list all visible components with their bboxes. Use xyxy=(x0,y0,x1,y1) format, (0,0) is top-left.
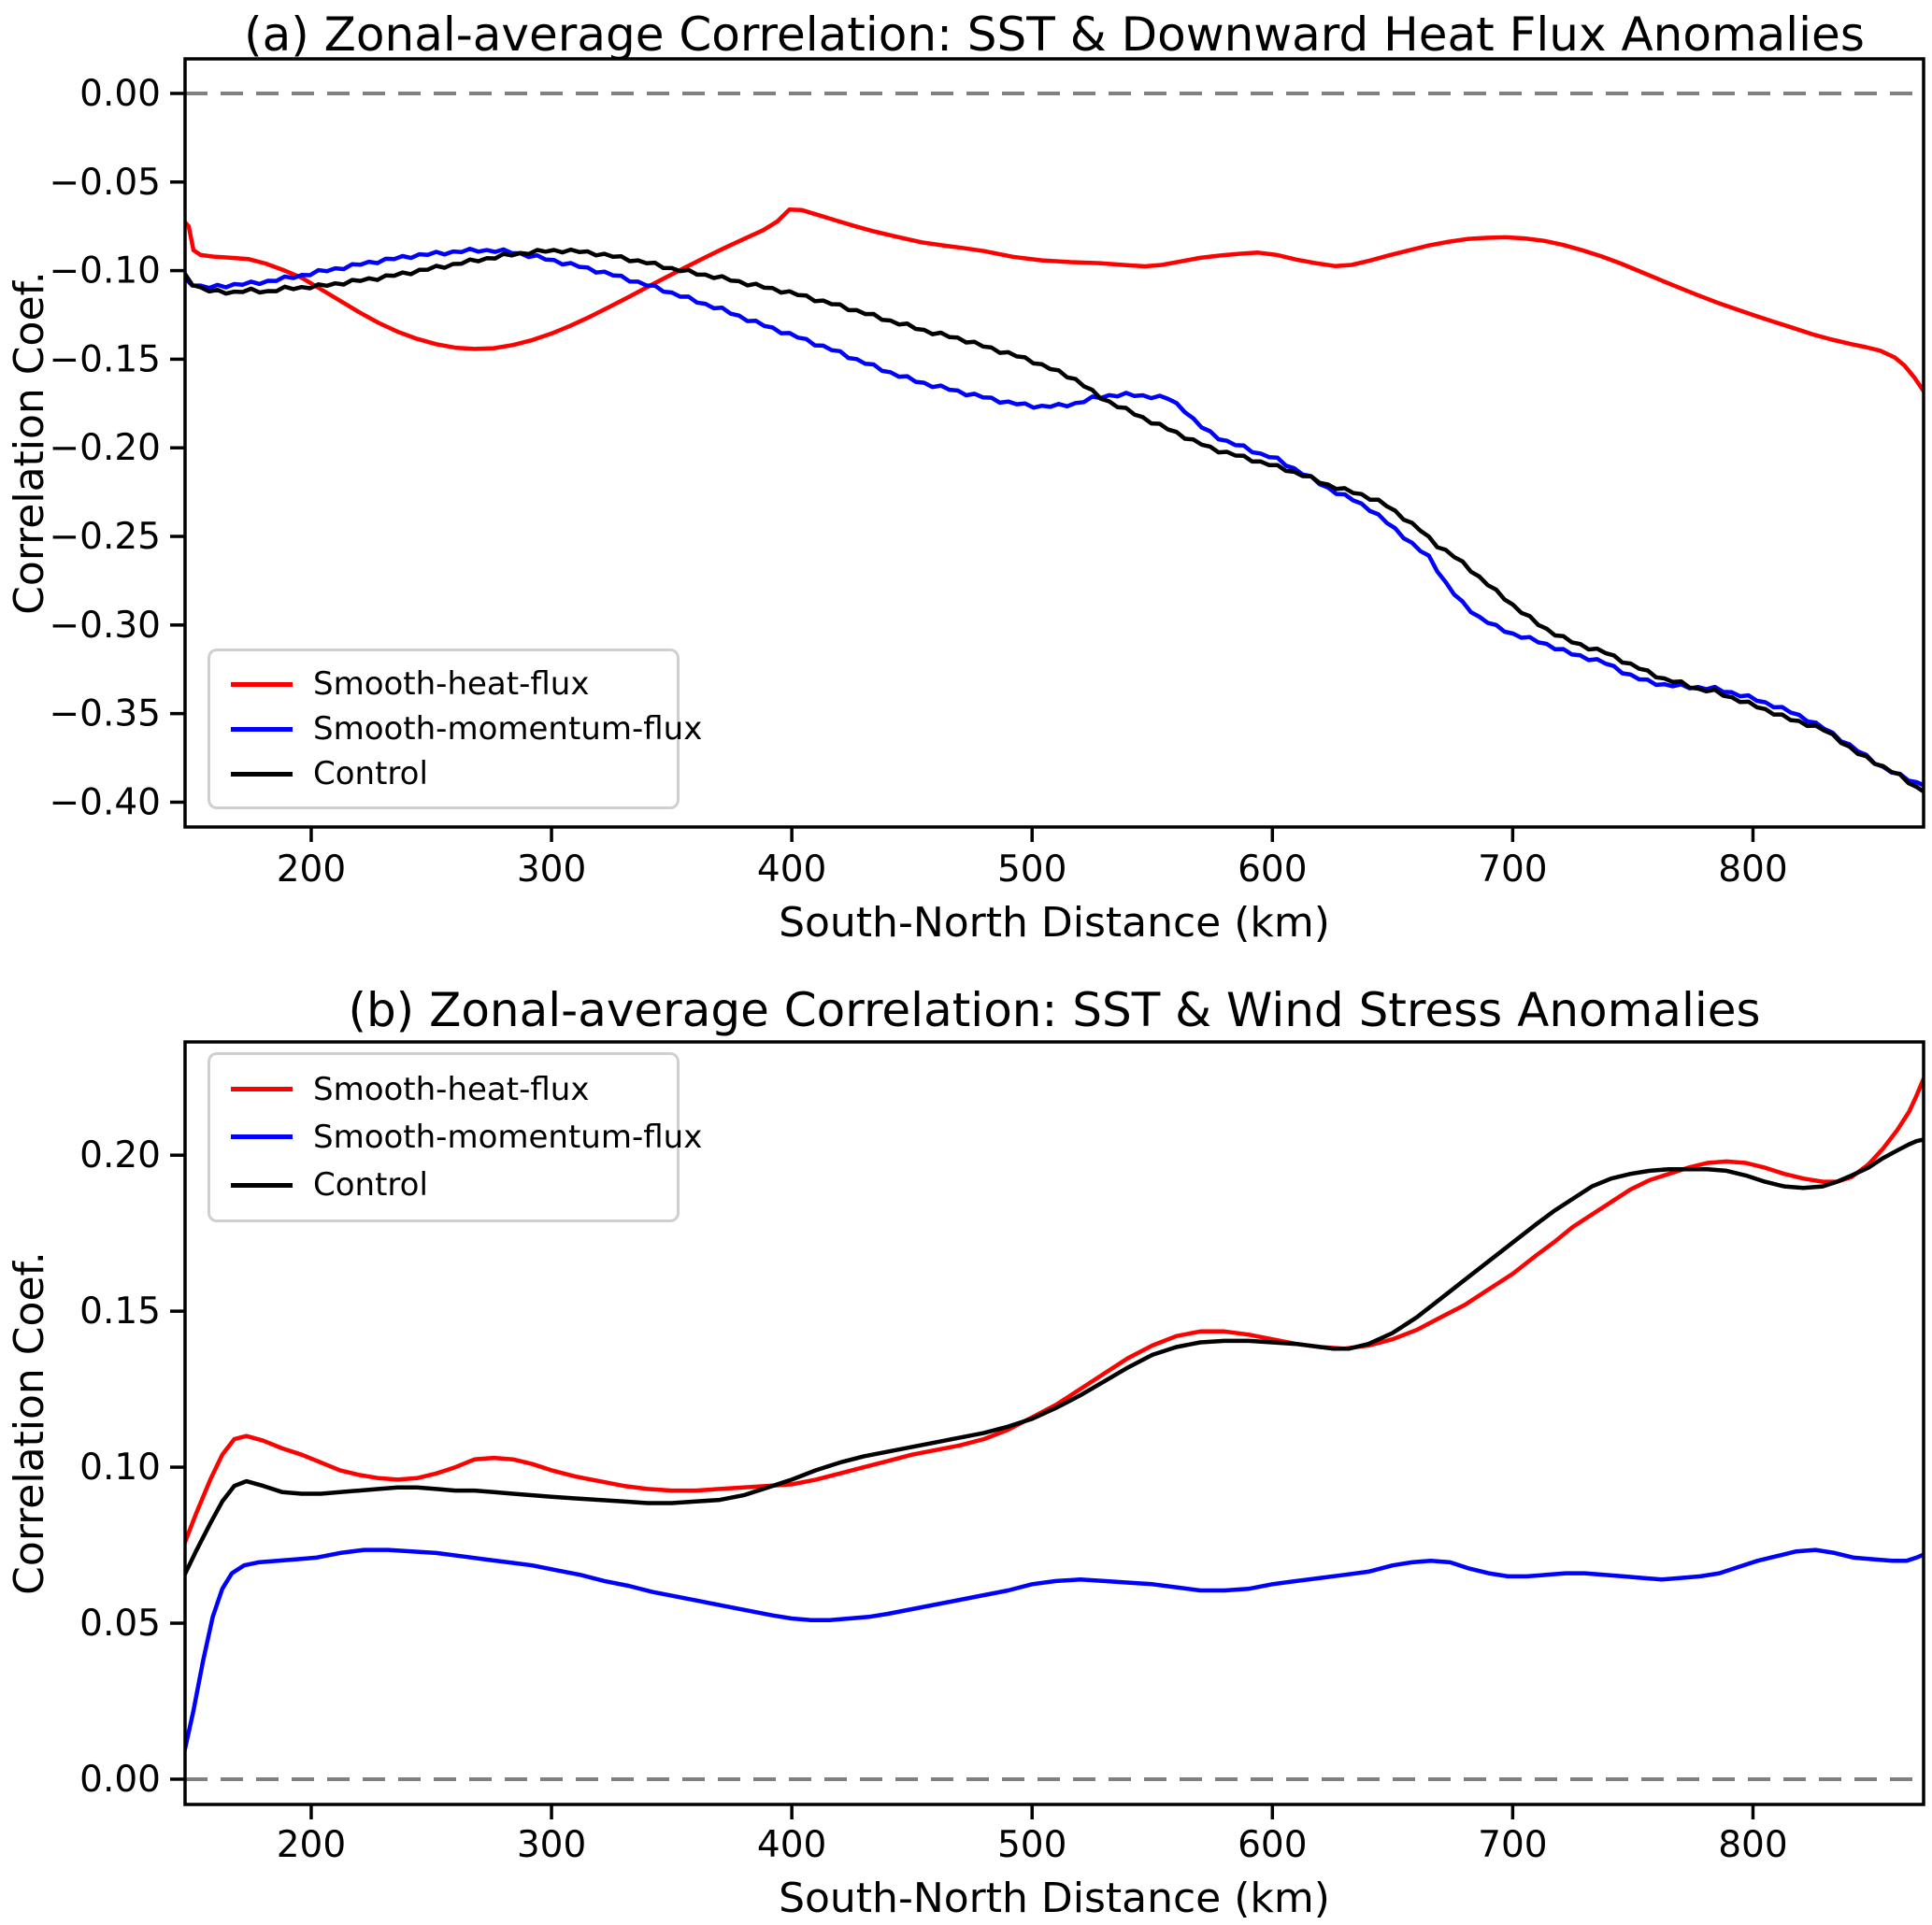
legend-item-control: Control xyxy=(231,1162,656,1209)
panel-b-series-smooth-momentum-flux xyxy=(185,1547,1924,1757)
panel-a-y-tick-label: −0.20 xyxy=(49,427,161,469)
panel-b-series-control xyxy=(185,1137,1924,1578)
panel-b-y-tick-label: 0.20 xyxy=(79,1134,161,1176)
smooth-heat-flux-line-icon xyxy=(231,1087,293,1092)
panel-a-y-tick-label: −0.30 xyxy=(49,605,161,647)
panel-b-x-tick-label: 400 xyxy=(757,1824,826,1866)
panel-a-x-tick-label: 500 xyxy=(997,848,1066,891)
panel-b-x-tick-label: 200 xyxy=(277,1824,346,1866)
panel-a-x-tick-label: 700 xyxy=(1478,848,1547,891)
panel-b-legend: Smooth-heat-flux Smooth-momentum-flux Co… xyxy=(208,1052,702,1222)
panel-b-series-smooth-heat-flux xyxy=(185,1077,1924,1547)
legend-label: Control xyxy=(313,1166,428,1205)
panel-b-y-tick-label: 0.10 xyxy=(79,1447,161,1489)
panel-b-x-tick-label: 600 xyxy=(1238,1824,1307,1866)
panel-b-y-axis-label: Correlation Coef. xyxy=(6,1251,53,1595)
smooth-momentum-flux-line-icon xyxy=(231,1134,293,1140)
panel-b-x-tick-label: 700 xyxy=(1478,1824,1547,1866)
panel-a-x-tick-label: 200 xyxy=(277,848,346,891)
panel-a-x-tick-label: 400 xyxy=(757,848,826,891)
panel-b-x-tick-label: 800 xyxy=(1718,1824,1787,1866)
panel-a-y-axis-label: Correlation Coef. xyxy=(6,271,53,615)
panel-a-x-axis-label: South-North Distance (km) xyxy=(779,899,1330,947)
control-line-icon xyxy=(231,1182,293,1188)
panel-a-series-smooth-heat-flux xyxy=(185,207,1924,393)
legend-label: Smooth-momentum-flux xyxy=(313,710,703,748)
legend-label: Control xyxy=(313,755,428,792)
panel-a-y-tick-label: 0.00 xyxy=(79,73,161,115)
panel-b-y-tick-label: 0.05 xyxy=(79,1603,161,1645)
legend-item-control: Control xyxy=(231,751,656,796)
legend-label: Smooth-heat-flux xyxy=(313,665,590,703)
control-line-icon xyxy=(231,771,293,777)
smooth-momentum-flux-line-icon xyxy=(231,726,293,732)
panel-b-y-tick-label: 0.00 xyxy=(79,1759,161,1801)
legend-item-smooth-heat-flux: Smooth-heat-flux xyxy=(231,1065,656,1113)
panel-a-spines xyxy=(183,57,1925,829)
panel-a-x-tick-label: 800 xyxy=(1718,848,1787,891)
legend-item-smooth-heat-flux: Smooth-heat-flux xyxy=(231,662,656,706)
panel-a-y-tick-label: −0.15 xyxy=(49,338,161,380)
panel-b-title: (b) Zonal-average Correlation: SST & Win… xyxy=(348,983,1761,1037)
legend-label: Smooth-momentum-flux xyxy=(313,1118,703,1156)
panel-b-x-tick-label: 500 xyxy=(997,1824,1066,1866)
smooth-heat-flux-line-icon xyxy=(231,681,293,687)
panel-a-series-control xyxy=(185,247,1924,794)
legend-item-smooth-momentum-flux: Smooth-momentum-flux xyxy=(231,1113,702,1161)
panel-a-y-tick-label: −0.25 xyxy=(49,516,161,558)
panel-b-plot-area xyxy=(185,1077,1924,1781)
panel-a-y-tick-label: −0.40 xyxy=(49,781,161,823)
panel-a-y-tick-label: −0.05 xyxy=(49,162,161,204)
panel-a-legend: Smooth-heat-flux Smooth-momentum-flux Co… xyxy=(208,649,702,809)
panel-b-y-tick-label: 0.15 xyxy=(79,1290,161,1333)
panel-b-x-axis-label: South-North Distance (km) xyxy=(779,1875,1330,1922)
legend-item-smooth-momentum-flux: Smooth-momentum-flux xyxy=(231,706,702,751)
panel-a-title: (a) Zonal-average Correlation: SST & Dow… xyxy=(244,7,1865,62)
panel-b-x-tick-label: 300 xyxy=(517,1824,586,1866)
panel-a-y-tick-label: −0.10 xyxy=(49,250,161,292)
panel-a-x-tick-label: 600 xyxy=(1238,848,1307,891)
panel-b-spines xyxy=(183,1040,1925,1806)
legend-label: Smooth-heat-flux xyxy=(313,1070,590,1108)
panel-a-x-tick-label: 300 xyxy=(517,848,586,891)
panel-a-series-smooth-momentum-flux xyxy=(185,246,1924,788)
panel-a-plot-area xyxy=(185,91,1924,794)
panel-a-y-tick-label: −0.35 xyxy=(49,693,161,735)
